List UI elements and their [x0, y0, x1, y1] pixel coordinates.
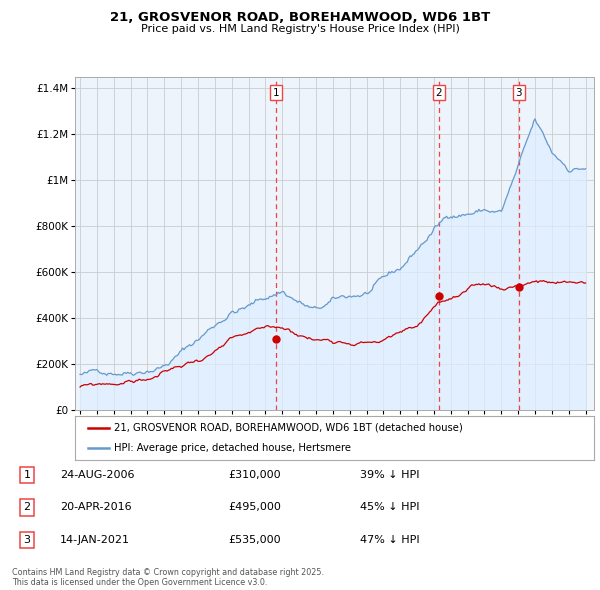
Text: 47% ↓ HPI: 47% ↓ HPI: [360, 535, 419, 545]
Text: £535,000: £535,000: [228, 535, 281, 545]
Text: 14-JAN-2021: 14-JAN-2021: [60, 535, 130, 545]
Text: 2: 2: [23, 503, 31, 512]
Text: 1: 1: [273, 88, 280, 98]
Text: Price paid vs. HM Land Registry's House Price Index (HPI): Price paid vs. HM Land Registry's House …: [140, 24, 460, 34]
Text: 2: 2: [436, 88, 442, 98]
Text: 3: 3: [23, 535, 31, 545]
Text: 45% ↓ HPI: 45% ↓ HPI: [360, 503, 419, 512]
Text: 21, GROSVENOR ROAD, BOREHAMWOOD, WD6 1BT (detached house): 21, GROSVENOR ROAD, BOREHAMWOOD, WD6 1BT…: [114, 423, 463, 433]
Text: Contains HM Land Registry data © Crown copyright and database right 2025.
This d: Contains HM Land Registry data © Crown c…: [12, 568, 324, 587]
Text: £495,000: £495,000: [228, 503, 281, 512]
Text: 24-AUG-2006: 24-AUG-2006: [60, 470, 134, 480]
Text: £310,000: £310,000: [228, 470, 281, 480]
Text: HPI: Average price, detached house, Hertsmere: HPI: Average price, detached house, Hert…: [114, 443, 351, 453]
Text: 21, GROSVENOR ROAD, BOREHAMWOOD, WD6 1BT: 21, GROSVENOR ROAD, BOREHAMWOOD, WD6 1BT: [110, 11, 490, 24]
Text: 20-APR-2016: 20-APR-2016: [60, 503, 131, 512]
Text: 1: 1: [23, 470, 31, 480]
Text: 3: 3: [515, 88, 522, 98]
Text: 39% ↓ HPI: 39% ↓ HPI: [360, 470, 419, 480]
